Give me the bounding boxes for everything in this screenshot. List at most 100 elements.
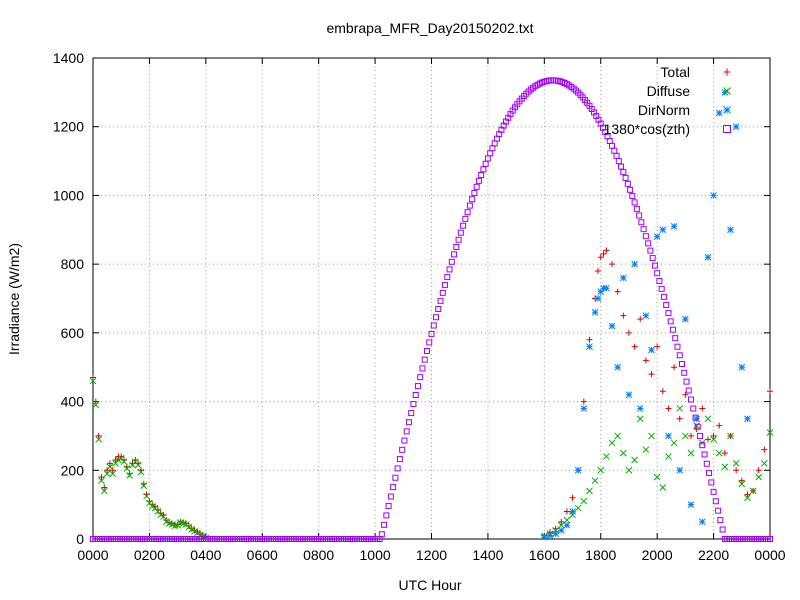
data-point xyxy=(649,255,656,262)
x-tick-label: 1000 xyxy=(360,547,391,563)
y-tick-label: 800 xyxy=(61,256,85,272)
x-tick-label: 1800 xyxy=(585,547,616,563)
data-point xyxy=(669,326,676,333)
data-point xyxy=(656,277,663,284)
data-point xyxy=(642,312,650,320)
data-point xyxy=(92,401,100,409)
data-point xyxy=(487,150,494,157)
data-point xyxy=(89,377,97,385)
legend-label: DirNorm xyxy=(638,102,690,118)
data-point xyxy=(603,284,610,292)
data-point xyxy=(631,199,638,206)
data-point xyxy=(464,209,471,216)
data-point xyxy=(687,449,695,457)
data-point xyxy=(761,460,768,467)
data-point xyxy=(194,529,201,537)
data-point xyxy=(645,240,652,247)
data-point xyxy=(620,312,627,319)
data-point xyxy=(653,233,661,241)
data-point xyxy=(648,432,655,440)
legend: Total Diffuse DirNorm 1380*cos(zth) xyxy=(604,64,731,137)
data-point xyxy=(439,289,446,296)
data-point xyxy=(665,432,672,440)
x-tick-label: 2200 xyxy=(698,547,729,563)
data-point xyxy=(667,318,674,325)
data-point xyxy=(636,415,644,423)
data-point xyxy=(670,222,678,230)
data-point xyxy=(586,336,593,343)
data-point xyxy=(603,247,610,254)
data-point xyxy=(90,374,96,381)
data-point xyxy=(659,484,667,491)
data-point xyxy=(733,467,740,474)
data-point xyxy=(698,518,706,526)
data-point xyxy=(704,436,711,443)
data-point xyxy=(712,498,719,505)
data-point xyxy=(625,329,632,336)
data-point xyxy=(95,436,102,443)
data-point xyxy=(640,226,647,233)
data-point xyxy=(715,109,723,117)
data-point xyxy=(430,322,437,329)
data-point xyxy=(672,335,679,342)
data-point xyxy=(608,439,616,447)
data-point xyxy=(619,449,627,457)
data-point xyxy=(478,171,485,178)
legend-label: Total xyxy=(660,64,690,80)
data-point xyxy=(540,533,548,541)
data-point xyxy=(426,339,433,346)
x-tick-label: 0200 xyxy=(134,547,165,563)
data-point xyxy=(682,391,689,398)
data-point xyxy=(109,467,116,474)
data-point xyxy=(609,261,616,268)
data-point xyxy=(676,415,683,422)
data-point xyxy=(143,492,150,500)
data-point xyxy=(558,518,565,525)
data-point xyxy=(633,205,640,212)
y-tick-label: 0 xyxy=(76,531,84,547)
data-point xyxy=(701,451,708,458)
data-point xyxy=(615,158,622,165)
x-tick-label: 1600 xyxy=(529,547,560,563)
x-tick-label: 1200 xyxy=(416,547,447,563)
data-point xyxy=(557,521,565,529)
data-point xyxy=(410,401,417,408)
legend-label: 1380*cos(zth) xyxy=(604,121,690,137)
data-point xyxy=(659,226,667,234)
data-point xyxy=(399,446,406,453)
data-point xyxy=(631,260,638,268)
data-point xyxy=(761,446,768,453)
data-point xyxy=(591,308,599,316)
data-point xyxy=(704,415,712,423)
data-point xyxy=(140,482,148,490)
data-point xyxy=(597,288,605,295)
x-tick-label: 0400 xyxy=(190,547,221,563)
data-point xyxy=(637,316,644,323)
data-point xyxy=(636,212,643,219)
data-point xyxy=(475,177,482,184)
data-point xyxy=(433,314,440,321)
data-point xyxy=(622,174,629,181)
data-point xyxy=(625,391,633,399)
data-point xyxy=(563,508,570,515)
data-point xyxy=(648,346,655,354)
data-point xyxy=(408,410,415,417)
data-point xyxy=(755,473,763,481)
chart-title: embrapa_MFR_Day20150202.txt xyxy=(326,20,533,36)
data-point xyxy=(392,474,399,481)
data-point xyxy=(658,285,665,292)
data-point xyxy=(580,405,588,412)
series-3 xyxy=(90,77,773,542)
data-point xyxy=(738,480,746,488)
data-point xyxy=(613,152,620,159)
legend-label: Diffuse xyxy=(647,83,691,99)
data-point xyxy=(690,405,697,412)
x-tick-label: 0600 xyxy=(247,547,278,563)
data-point xyxy=(738,363,746,371)
data-point xyxy=(603,453,610,460)
data-point xyxy=(710,192,717,199)
data-point xyxy=(437,297,444,304)
data-point xyxy=(574,466,582,474)
data-point xyxy=(396,456,403,463)
